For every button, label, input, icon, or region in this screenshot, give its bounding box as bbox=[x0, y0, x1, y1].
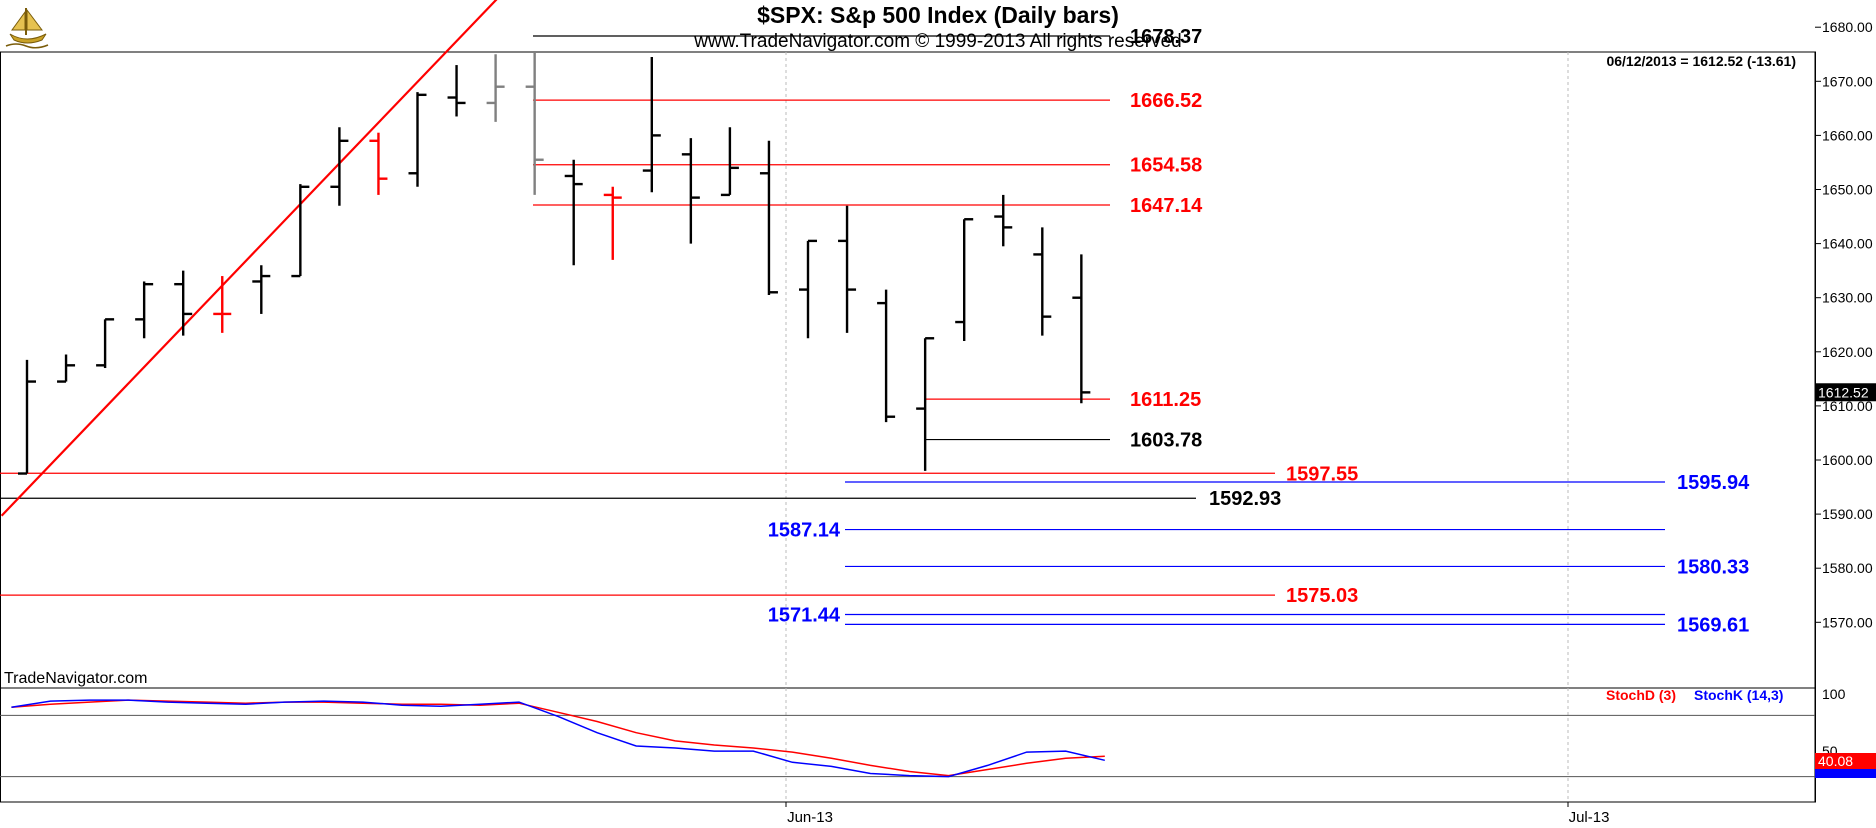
y-tick-label: 1650.00 bbox=[1822, 182, 1873, 198]
watermark-text: TradeNavigator.com bbox=[4, 670, 147, 687]
level-label: 1654.58 bbox=[1130, 155, 1202, 177]
y-tick-label: 1620.00 bbox=[1822, 344, 1873, 360]
y-tick-label: 1610.00 bbox=[1822, 398, 1873, 414]
y-tick-label: 1580.00 bbox=[1822, 560, 1873, 576]
level-label: 1569.61 bbox=[1677, 614, 1749, 636]
stoch-legend-d: StochD (3) bbox=[1606, 687, 1676, 703]
level-label: 1647.14 bbox=[1130, 195, 1203, 217]
y-tick-label: 1670.00 bbox=[1822, 73, 1873, 89]
x-tick-label: Jul-13 bbox=[1569, 809, 1610, 826]
level-label: 1571.44 bbox=[768, 605, 841, 627]
level-label: 1580.33 bbox=[1677, 556, 1749, 578]
trend-line bbox=[0, 0, 498, 517]
level-label: 1575.03 bbox=[1286, 585, 1358, 607]
last-price-label: 1612.52 bbox=[1818, 384, 1869, 400]
last-price-box bbox=[1815, 383, 1876, 402]
level-label: 1611.25 bbox=[1130, 389, 1201, 411]
y-tick-label: 1660.00 bbox=[1822, 127, 1873, 143]
stoch-legend-k: StochK (14,3) bbox=[1694, 687, 1783, 703]
stoch-series-line bbox=[11, 699, 1105, 777]
ship-logo-icon bbox=[2, 2, 52, 52]
level-label: 1666.52 bbox=[1130, 90, 1202, 112]
y-tick-label: 1640.00 bbox=[1822, 236, 1873, 252]
level-label: 1592.93 bbox=[1209, 488, 1281, 510]
stoch-d-value-box bbox=[1815, 753, 1876, 769]
x-tick-label: Jun-13 bbox=[787, 809, 833, 826]
y-tick-label: 1630.00 bbox=[1822, 290, 1873, 306]
y-tick-label: 1680.00 bbox=[1822, 19, 1873, 35]
level-label: 1678.37 bbox=[1130, 26, 1202, 48]
stoch-series-line bbox=[11, 699, 1105, 778]
level-label: 1595.94 bbox=[1677, 472, 1750, 494]
level-label: 1587.14 bbox=[768, 520, 841, 542]
level-label: 1603.78 bbox=[1130, 430, 1202, 452]
stoch-tick-label: 100 bbox=[1822, 686, 1846, 702]
y-tick-label: 1570.00 bbox=[1822, 614, 1873, 630]
stoch-last-value-label: 40.08 bbox=[1818, 753, 1853, 769]
y-tick-label: 1600.00 bbox=[1822, 452, 1873, 468]
y-tick-label: 1590.00 bbox=[1822, 506, 1873, 522]
info-line: 06/12/2013 = 1612.52 (-13.61) bbox=[1606, 53, 1796, 69]
chart-title: $SPX: S&p 500 Index (Daily bars) bbox=[757, 2, 1119, 28]
level-label: 1597.55 bbox=[1286, 463, 1358, 485]
